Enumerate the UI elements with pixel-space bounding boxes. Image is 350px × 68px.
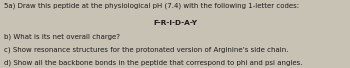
Text: d) Show all the backbone bonds in the peptide that correspond to phi and psi ang: d) Show all the backbone bonds in the pe… <box>4 60 303 66</box>
Text: c) Show resonance structures for the protonated version of Arginine’s side chain: c) Show resonance structures for the pro… <box>4 47 289 53</box>
Text: b) What is its net overall charge?: b) What is its net overall charge? <box>4 34 120 41</box>
Text: 5a) Draw this peptide at the physiological pH (7.4) with the following 1-letter : 5a) Draw this peptide at the physiologic… <box>4 2 299 9</box>
Text: F-R-I-D-A-Y: F-R-I-D-A-Y <box>153 20 197 26</box>
